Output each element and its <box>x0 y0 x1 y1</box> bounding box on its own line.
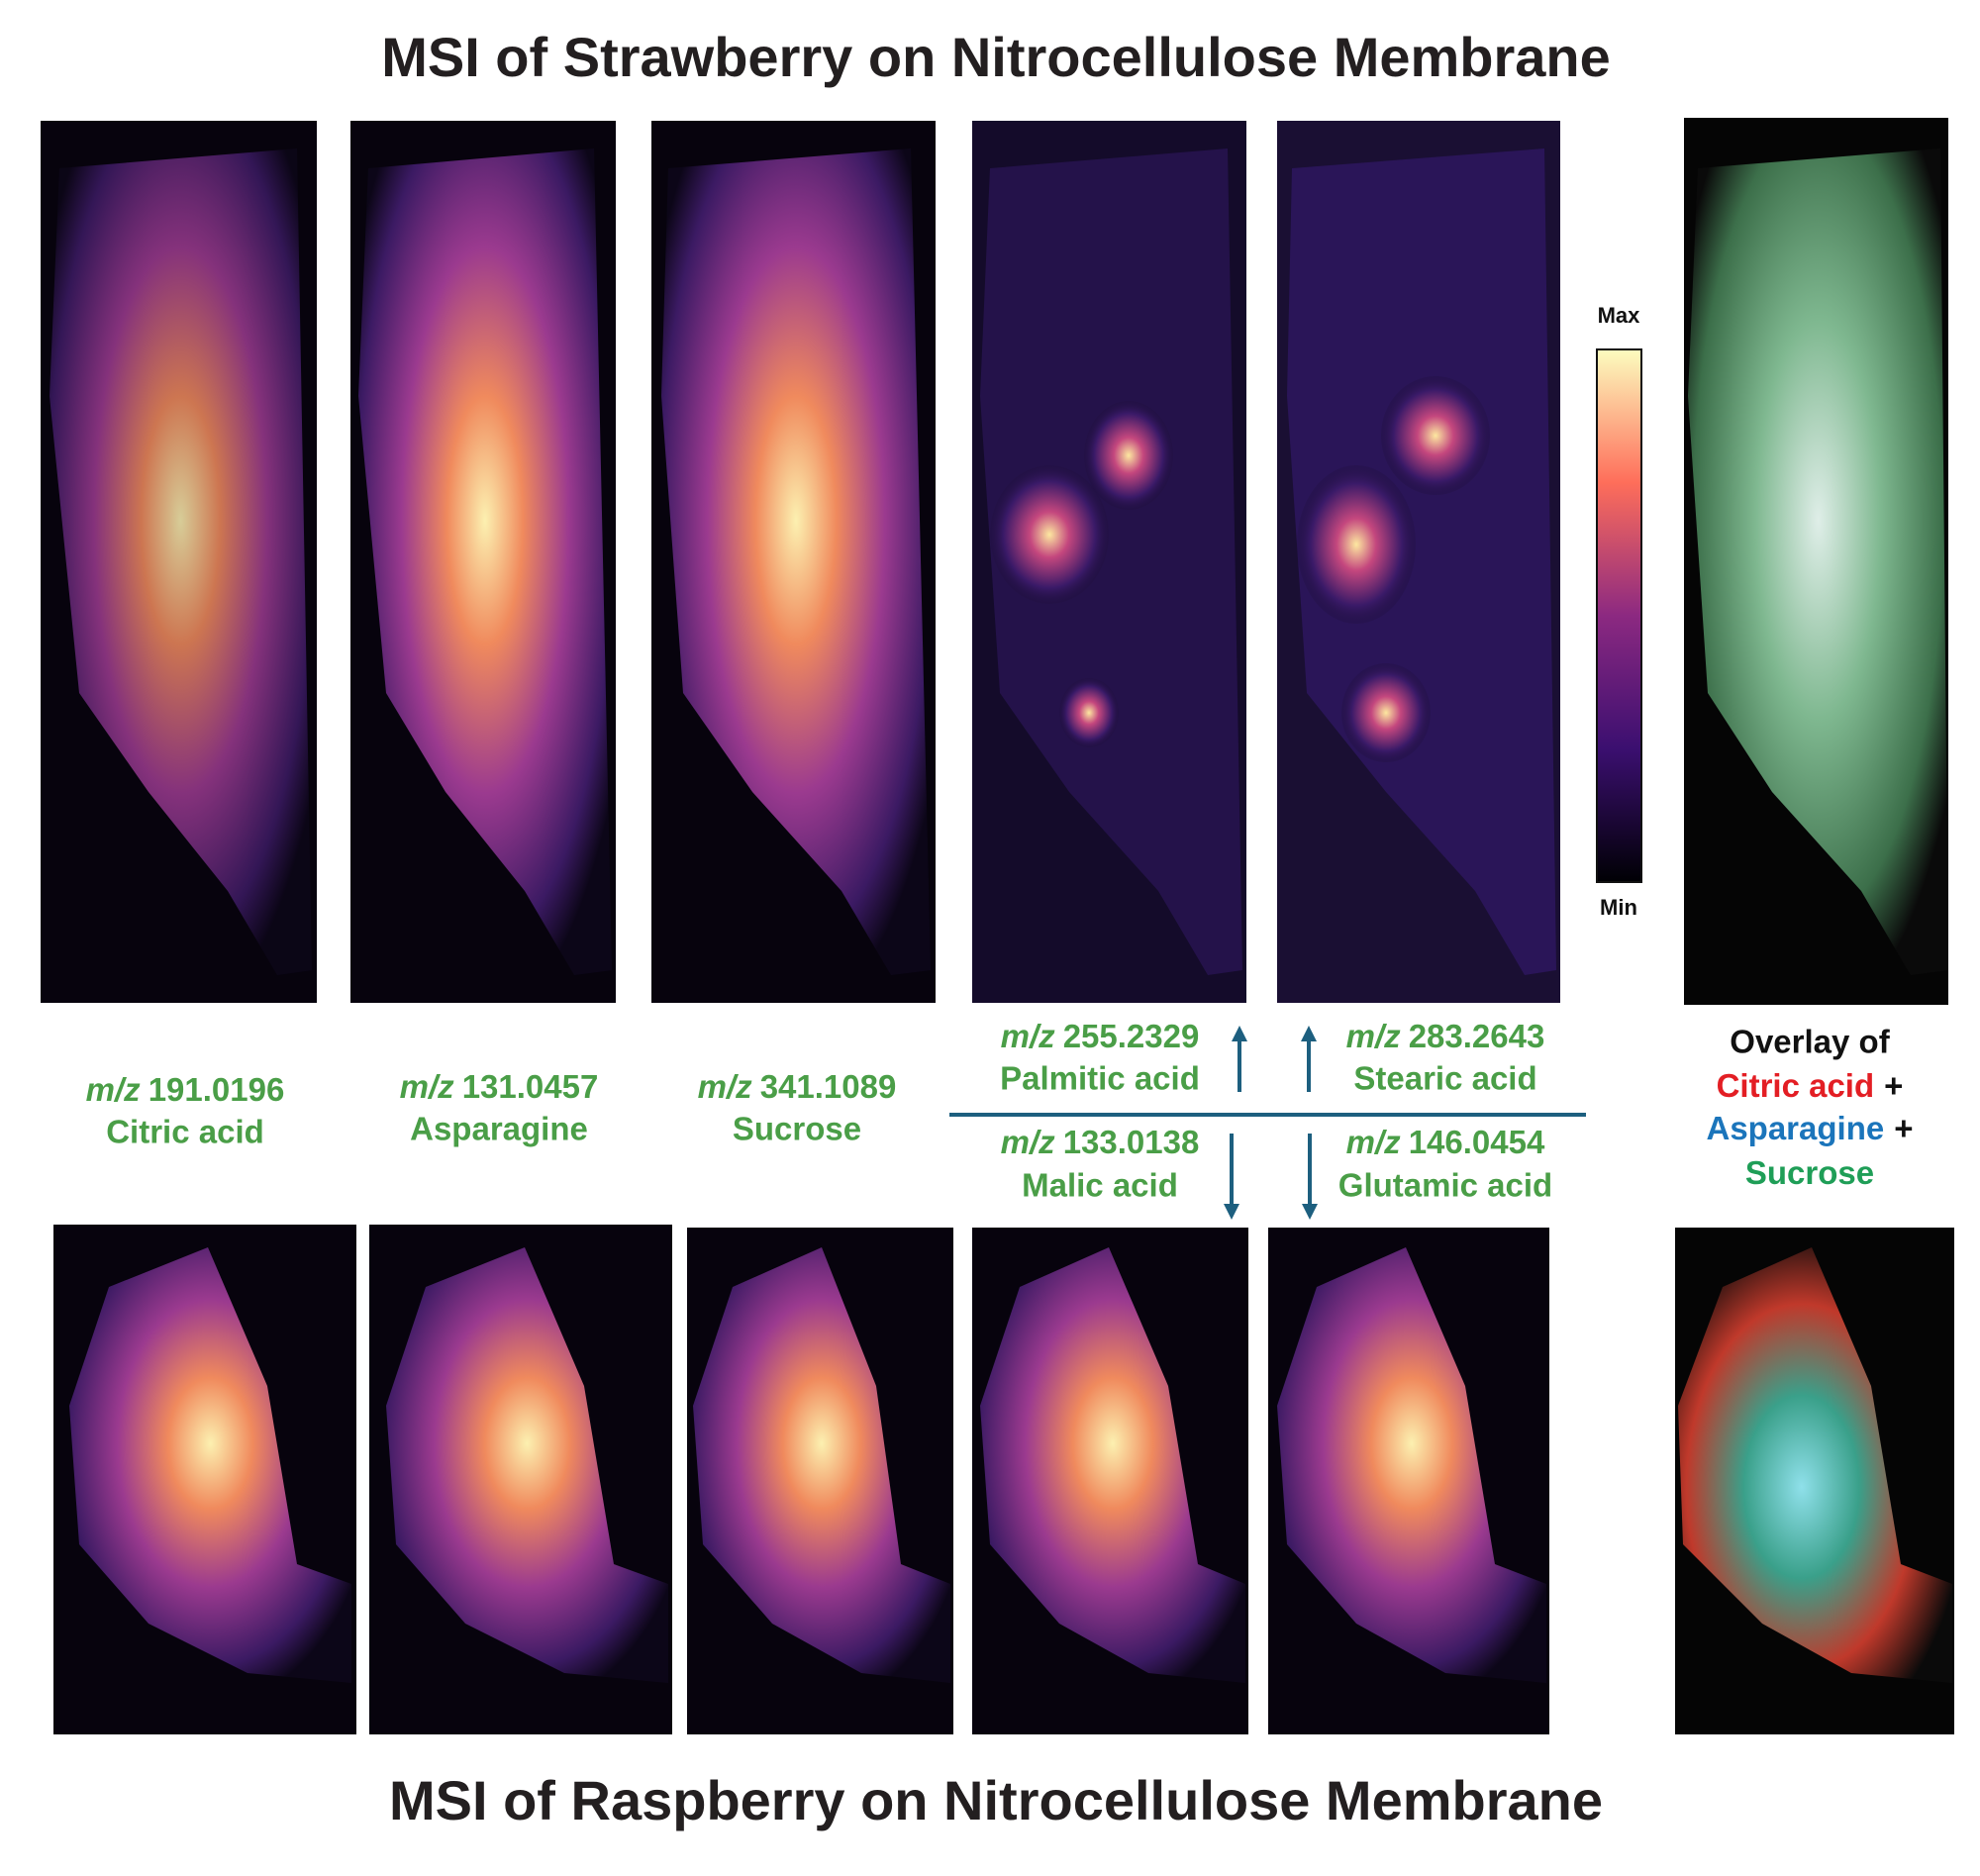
text-part: 146.0454 <box>1409 1124 1545 1160</box>
hotspot <box>1341 663 1431 762</box>
text-part: 133.0138 <box>1063 1124 1200 1160</box>
tissue <box>661 148 931 975</box>
mz-label: m/z 255.2329 <box>1001 1018 1200 1054</box>
overlay-line: Sucrose <box>1745 1154 1874 1191</box>
tissue <box>1688 148 1948 975</box>
text-part: + <box>1894 1110 1913 1146</box>
overlay-heading: Overlay of <box>1730 1024 1890 1060</box>
hotspot <box>1297 465 1416 624</box>
colorbar-max: Max <box>1598 303 1641 328</box>
mz-label: m/z 133.0138 <box>1001 1124 1200 1160</box>
text-part: m/z <box>1346 1018 1402 1054</box>
tissue <box>980 148 1242 975</box>
text-part: Sucrose <box>1745 1154 1874 1191</box>
compound-label: Asparagine <box>410 1111 588 1147</box>
text-part: m/z <box>86 1071 142 1108</box>
mz-label: m/z 191.0196 <box>86 1071 285 1108</box>
tissue <box>69 1247 351 1683</box>
text-part: m/z <box>1001 1124 1056 1160</box>
arrow-head <box>1224 1204 1239 1220</box>
raspberry-images <box>53 1225 1954 1734</box>
hotspot <box>1381 376 1490 495</box>
compound-label: Stearic acid <box>1353 1060 1536 1097</box>
text-part: m/z <box>698 1068 753 1105</box>
text-part: 255.2329 <box>1063 1018 1200 1054</box>
arrow-head <box>1232 1026 1247 1041</box>
text-part: 283.2643 <box>1409 1018 1545 1054</box>
text-part: m/z <box>1346 1124 1402 1160</box>
figure-title: MSI of Strawberry on Nitrocellulose Memb… <box>381 26 1611 88</box>
arrow-head <box>1302 1204 1318 1220</box>
tissue <box>358 148 612 975</box>
compound-label: Citric acid <box>106 1114 264 1150</box>
text-part: + <box>1884 1067 1903 1104</box>
figure-footer-title: MSI of Raspberry on Nitrocellulose Membr… <box>389 1769 1603 1831</box>
colorbar-min: Min <box>1600 895 1637 920</box>
arrow-head <box>1301 1026 1317 1041</box>
compound-label: Sucrose <box>733 1111 861 1147</box>
text-part: Asparagine <box>1706 1110 1884 1146</box>
mz-label: m/z 283.2643 <box>1346 1018 1545 1054</box>
compound-label: Palmitic acid <box>1000 1060 1200 1097</box>
tissue <box>693 1247 950 1683</box>
tissue <box>980 1247 1245 1683</box>
overlay-line: Citric acid + <box>1717 1067 1904 1104</box>
divider-arrows <box>949 1026 1586 1220</box>
mz-label: m/z 341.1089 <box>698 1068 897 1105</box>
tissue <box>50 148 312 975</box>
text-part: Citric acid <box>1717 1067 1875 1104</box>
text-part: 131.0457 <box>462 1068 599 1105</box>
mz-label: m/z 131.0457 <box>400 1068 599 1105</box>
text-part: 341.1089 <box>760 1068 897 1105</box>
tissue <box>386 1247 668 1683</box>
text-part: m/z <box>1001 1018 1056 1054</box>
mz-label: m/z 146.0454 <box>1346 1124 1545 1160</box>
hotspot <box>990 465 1109 604</box>
compound-label: Glutamic acid <box>1338 1167 1552 1204</box>
hotspot <box>1059 678 1119 747</box>
strawberry-images <box>41 118 1948 1005</box>
overlay-line: Asparagine + <box>1706 1110 1913 1146</box>
tissue <box>1678 1247 1952 1683</box>
text-part: 191.0196 <box>148 1071 285 1108</box>
colorbar <box>1596 348 1642 883</box>
tissue <box>1287 148 1556 975</box>
compound-label: Malic acid <box>1022 1167 1178 1204</box>
tissue <box>1277 1247 1546 1683</box>
hotspot <box>1084 401 1173 510</box>
text-part: m/z <box>400 1068 455 1105</box>
